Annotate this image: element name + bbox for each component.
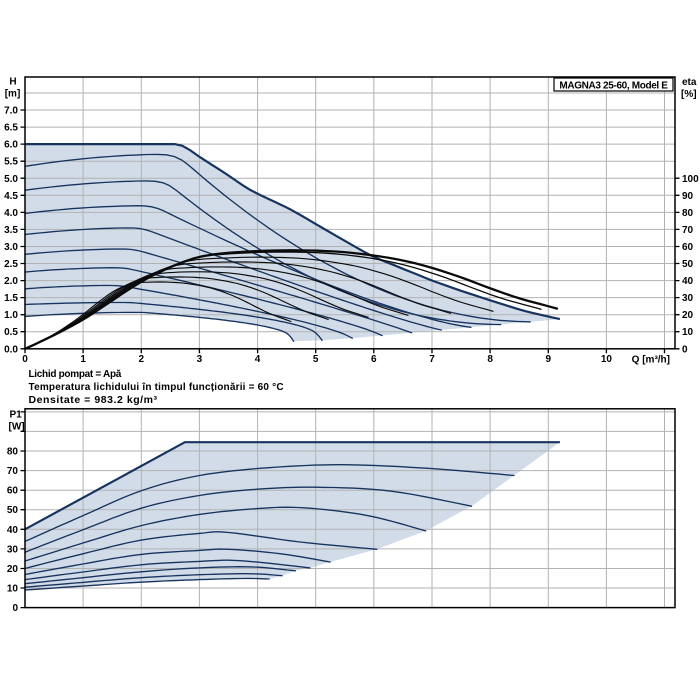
svg-text:7.0: 7.0 <box>4 106 18 117</box>
svg-text:4: 4 <box>255 354 261 365</box>
svg-text:9: 9 <box>545 354 551 365</box>
svg-text:4.0: 4.0 <box>4 208 18 219</box>
svg-text:0: 0 <box>22 354 28 365</box>
svg-text:90: 90 <box>682 191 694 202</box>
svg-text:MAGNA3 25-60, Model E: MAGNA3 25-60, Model E <box>559 81 668 92</box>
svg-text:100: 100 <box>682 174 699 185</box>
svg-text:[m]: [m] <box>5 89 21 100</box>
svg-text:Densitate = 983.2 kg/m³: Densitate = 983.2 kg/m³ <box>29 394 158 406</box>
svg-text:50: 50 <box>7 505 19 516</box>
svg-text:3.5: 3.5 <box>4 225 18 236</box>
svg-text:2.5: 2.5 <box>4 259 18 270</box>
svg-text:4.5: 4.5 <box>4 191 18 202</box>
svg-text:0: 0 <box>12 603 18 614</box>
svg-text:40: 40 <box>7 525 19 536</box>
svg-text:2: 2 <box>138 354 144 365</box>
svg-text:80: 80 <box>682 208 694 219</box>
svg-text:3.0: 3.0 <box>4 242 18 253</box>
svg-text:20: 20 <box>682 310 694 321</box>
svg-text:30: 30 <box>7 544 19 555</box>
svg-text:30: 30 <box>682 293 694 304</box>
svg-text:80: 80 <box>7 447 19 458</box>
svg-text:1.0: 1.0 <box>4 310 18 321</box>
svg-text:50: 50 <box>682 259 694 270</box>
svg-text:6: 6 <box>371 354 377 365</box>
svg-text:5.0: 5.0 <box>4 174 18 185</box>
svg-text:[W]: [W] <box>9 422 25 433</box>
svg-text:[%]: [%] <box>681 89 697 100</box>
svg-text:5: 5 <box>313 354 319 365</box>
svg-text:1.5: 1.5 <box>4 293 18 304</box>
svg-text:eta: eta <box>682 77 697 88</box>
svg-text:60: 60 <box>682 242 694 253</box>
svg-text:70: 70 <box>682 225 694 236</box>
svg-text:0.5: 0.5 <box>4 327 18 338</box>
svg-text:Temperatura lichidului în timp: Temperatura lichidului în timpul funcțio… <box>29 382 284 393</box>
svg-text:10: 10 <box>682 327 694 338</box>
svg-text:1: 1 <box>80 354 86 365</box>
svg-text:Q [m³/h]: Q [m³/h] <box>632 355 670 366</box>
svg-text:8: 8 <box>487 354 493 365</box>
svg-text:P1: P1 <box>10 410 23 421</box>
svg-text:70: 70 <box>7 466 19 477</box>
svg-text:0.0: 0.0 <box>4 344 18 355</box>
svg-text:60: 60 <box>7 486 19 497</box>
svg-text:10: 10 <box>601 354 613 365</box>
svg-text:Lichid pompat = Apă: Lichid pompat = Apă <box>29 369 122 380</box>
svg-text:5.5: 5.5 <box>4 157 18 168</box>
svg-text:3: 3 <box>197 354 203 365</box>
svg-text:7: 7 <box>429 354 435 365</box>
svg-text:6.5: 6.5 <box>4 123 18 134</box>
svg-text:0: 0 <box>682 344 688 355</box>
svg-text:6.0: 6.0 <box>4 140 18 151</box>
svg-text:40: 40 <box>682 276 694 287</box>
svg-text:2.0: 2.0 <box>4 276 18 287</box>
svg-text:H: H <box>9 77 16 88</box>
svg-text:20: 20 <box>7 564 19 575</box>
svg-text:10: 10 <box>7 584 19 595</box>
